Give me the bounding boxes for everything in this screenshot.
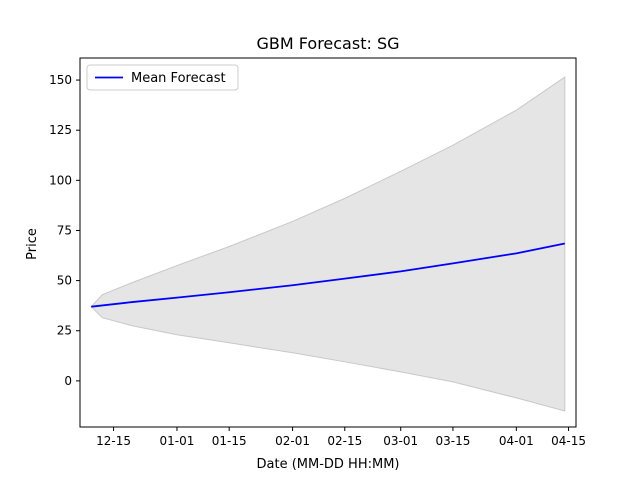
y-tick-label: 150 [49, 73, 72, 87]
x-tick-label: 03-15 [435, 434, 470, 448]
y-tick-label: 50 [57, 274, 72, 288]
x-tick-label: 03-01 [383, 434, 418, 448]
x-tick-label: 01-01 [160, 434, 195, 448]
x-tick-label: 12-15 [96, 434, 131, 448]
legend: Mean Forecast [86, 64, 239, 91]
y-tick-label: 125 [49, 123, 72, 137]
y-tick-label: 0 [64, 374, 72, 388]
y-tick-label: 100 [49, 173, 72, 187]
y-tick-label: 75 [57, 223, 72, 237]
chart-title: GBM Forecast: SG [257, 34, 400, 53]
series-line-mean-forecast [91, 242, 565, 308]
legend-box [86, 64, 239, 91]
x-tick-label: 02-15 [327, 434, 362, 448]
legend-entry-label: Mean Forecast [131, 71, 226, 86]
x-tick-label: 01-15 [212, 434, 247, 448]
plot-area: 12-15 01-01 01-15 02-01 02-15 03-01 03-15 04-01… [49, 57, 586, 448]
x-tick-label: 02-01 [275, 434, 310, 448]
axes-frame [79, 57, 577, 428]
x-tick-label: 04-01 [499, 434, 534, 448]
y-tick-label: 25 [57, 324, 72, 338]
x-axis-label: Date (MM-DD HH:MM) [257, 457, 400, 472]
y-axis-label: Price [25, 228, 40, 260]
x-tick-label: 04-15 [551, 434, 586, 448]
confidence-band [90, 76, 566, 412]
